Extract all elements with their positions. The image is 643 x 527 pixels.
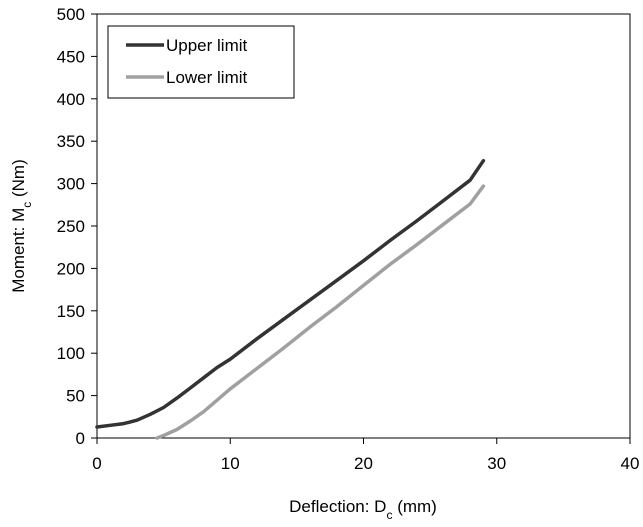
- y-tick-label: 250: [57, 217, 85, 236]
- y-tick-label: 300: [57, 175, 85, 194]
- series-layer: [95, 158, 486, 440]
- y-tick-label: 350: [57, 132, 85, 151]
- x-tick-label: 0: [92, 454, 101, 473]
- series-line-upper-limit: [95, 158, 486, 429]
- x-axis-title: Deflection: Dc (mm): [289, 497, 437, 522]
- y-tick-label: 200: [57, 259, 85, 278]
- y-tick-label: 450: [57, 47, 85, 66]
- y-tick-label: 100: [57, 344, 85, 363]
- y-axis-title: Moment: Mc (Nm): [9, 159, 34, 293]
- y-tick-label: 400: [57, 90, 85, 109]
- y-tick-label: 500: [57, 5, 85, 24]
- series-line-lower-limit: [155, 184, 486, 440]
- y-tick-label: 50: [66, 387, 85, 406]
- x-tick-label: 30: [487, 454, 506, 473]
- x-tick-label: 20: [354, 454, 373, 473]
- legend: Upper limit Lower limit: [107, 25, 295, 99]
- x-tick-label: 40: [621, 454, 640, 473]
- x-tick-label: 10: [221, 454, 240, 473]
- legend-box: [107, 25, 295, 99]
- legend-label-upper-limit: Upper limit: [166, 36, 248, 55]
- legend-label-lower-limit: Lower limit: [166, 68, 248, 87]
- y-tick-label: 0: [76, 429, 85, 448]
- y-tick-label: 150: [57, 302, 85, 321]
